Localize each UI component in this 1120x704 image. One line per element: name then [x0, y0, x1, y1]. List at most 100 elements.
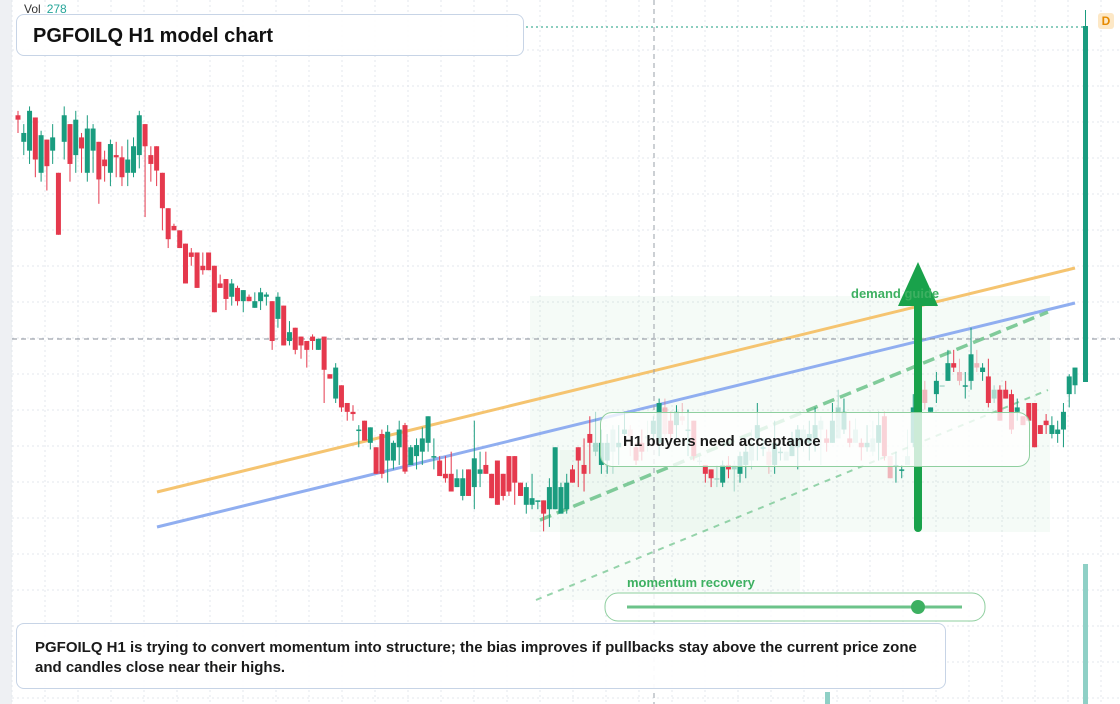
candle[interactable] — [529, 473, 535, 510]
candle[interactable] — [223, 279, 229, 311]
candle[interactable] — [27, 106, 33, 164]
candle[interactable] — [448, 451, 454, 492]
candle[interactable] — [90, 124, 96, 173]
candle[interactable] — [246, 294, 252, 302]
candle[interactable] — [385, 425, 391, 483]
candle[interactable] — [344, 402, 350, 421]
candle[interactable] — [1066, 374, 1072, 408]
candle[interactable] — [269, 301, 275, 350]
candle[interactable] — [38, 130, 44, 182]
candle[interactable] — [373, 447, 379, 474]
candle[interactable] — [425, 416, 431, 452]
candle[interactable] — [315, 338, 321, 350]
candle[interactable] — [991, 385, 997, 403]
candle[interactable] — [956, 358, 962, 386]
candle[interactable] — [460, 469, 466, 501]
candle[interactable] — [171, 223, 177, 231]
candle[interactable] — [240, 290, 246, 313]
candle[interactable] — [523, 482, 529, 514]
candle[interactable] — [50, 124, 56, 164]
candle[interactable] — [96, 141, 102, 204]
candle[interactable] — [512, 456, 518, 505]
candle[interactable] — [466, 469, 472, 496]
candle[interactable] — [310, 334, 316, 350]
candle[interactable] — [159, 172, 165, 231]
candle[interactable] — [113, 141, 119, 178]
candle[interactable] — [558, 482, 564, 514]
candle[interactable] — [32, 117, 38, 178]
candle[interactable] — [21, 124, 27, 156]
candle[interactable] — [321, 336, 327, 403]
candle[interactable] — [968, 327, 974, 390]
candle[interactable] — [419, 427, 425, 465]
interval-badge[interactable]: D — [1098, 13, 1114, 29]
candle[interactable] — [431, 438, 437, 470]
candle[interactable] — [708, 469, 714, 488]
candle[interactable] — [454, 469, 460, 488]
candle[interactable] — [442, 456, 448, 483]
candle[interactable] — [581, 438, 587, 492]
candle[interactable] — [951, 349, 957, 372]
candle[interactable] — [102, 150, 108, 182]
candle[interactable] — [945, 349, 951, 381]
candle[interactable] — [714, 464, 720, 488]
candle[interactable] — [188, 248, 194, 266]
candle[interactable] — [483, 451, 489, 474]
candle[interactable] — [933, 372, 939, 403]
candle[interactable] — [165, 208, 171, 249]
candle[interactable] — [362, 420, 368, 441]
candle[interactable] — [402, 422, 408, 474]
candle[interactable] — [84, 115, 90, 182]
candle[interactable] — [1055, 420, 1061, 443]
candle[interactable] — [206, 252, 212, 271]
candle[interactable] — [980, 363, 986, 381]
candle[interactable] — [73, 110, 79, 173]
candle[interactable] — [194, 252, 200, 288]
candle[interactable] — [154, 146, 160, 187]
candle[interactable] — [1060, 402, 1066, 448]
candle[interactable] — [702, 464, 708, 483]
candle[interactable] — [350, 405, 356, 421]
candle[interactable] — [148, 146, 154, 182]
candle[interactable] — [67, 124, 73, 182]
candle[interactable] — [974, 349, 980, 372]
candle[interactable] — [535, 500, 541, 510]
candle[interactable] — [211, 265, 217, 313]
candle[interactable] — [61, 106, 67, 160]
candle[interactable] — [229, 279, 235, 306]
candle[interactable] — [1043, 414, 1049, 434]
candle[interactable] — [333, 363, 339, 403]
candle[interactable] — [338, 385, 344, 412]
candle[interactable] — [1072, 367, 1078, 395]
candle[interactable] — [119, 146, 125, 187]
candle[interactable] — [564, 473, 570, 514]
candle[interactable] — [541, 500, 547, 532]
candle[interactable] — [408, 445, 414, 465]
candle[interactable] — [263, 292, 269, 306]
candle[interactable] — [552, 447, 558, 510]
candle[interactable] — [327, 374, 333, 379]
candle[interactable] — [471, 420, 477, 510]
candle[interactable] — [286, 321, 292, 346]
candle[interactable] — [922, 380, 928, 410]
candle[interactable] — [281, 305, 287, 346]
candle[interactable] — [367, 427, 373, 450]
candle[interactable] — [587, 416, 593, 474]
candle[interactable] — [234, 285, 240, 306]
candle[interactable] — [575, 447, 581, 488]
candle[interactable] — [258, 287, 264, 311]
candle[interactable] — [985, 358, 991, 408]
candle[interactable] — [494, 460, 500, 505]
candle[interactable] — [217, 274, 223, 288]
candle[interactable] — [506, 456, 512, 496]
momentum-gauge-knob[interactable] — [911, 600, 925, 614]
candle[interactable] — [275, 292, 281, 328]
candle[interactable] — [1049, 416, 1055, 439]
candle[interactable] — [1032, 402, 1038, 448]
candle[interactable] — [142, 124, 148, 218]
candle[interactable] — [44, 139, 50, 191]
candle[interactable] — [304, 341, 310, 368]
candle[interactable] — [414, 438, 420, 470]
candle[interactable] — [136, 110, 142, 169]
candle[interactable] — [569, 464, 575, 483]
